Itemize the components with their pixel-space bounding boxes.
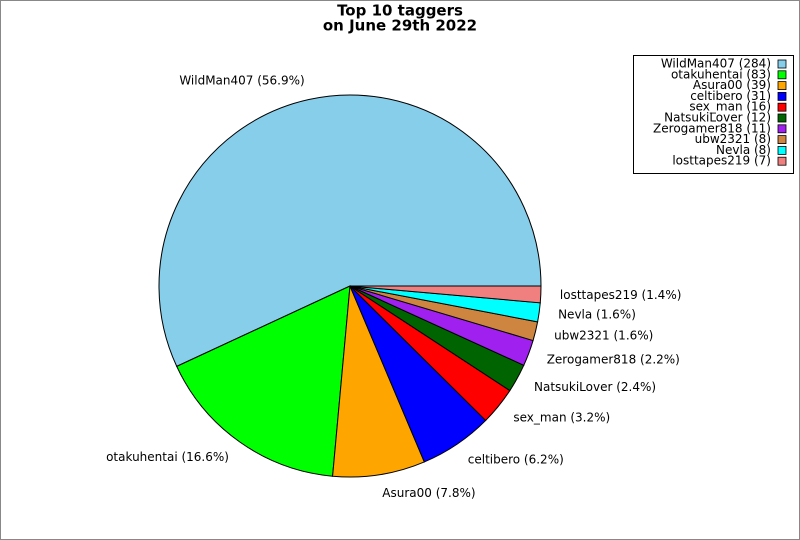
legend-label: losttapes219 (7) [672, 154, 771, 168]
legend-box [633, 55, 794, 174]
legend-swatch [777, 113, 787, 123]
pie-slice [349, 285, 542, 304]
slice-label: ubw2321 (1.6%) [554, 328, 653, 342]
chart-subtitle: on June 29th 2022 [323, 17, 477, 35]
slice-label: otakuhentai (16.6%) [106, 450, 229, 464]
slice-label: NatsukiLover (2.4%) [534, 380, 656, 394]
legend-label: sex_man (16) [689, 100, 771, 114]
slice-label: WildMan407 (56.9%) [179, 73, 304, 87]
pie-slice [176, 285, 351, 477]
legend-swatch [777, 81, 787, 90]
slice-label: celtibero (6.2%) [468, 452, 564, 466]
slice-label: Nevla (1.6%) [558, 308, 636, 322]
legend-label: Nevla (8) [716, 143, 771, 157]
legend-swatch [777, 156, 787, 166]
legend-swatch [777, 92, 787, 101]
legend-label: NatsukiLover (12) [664, 111, 771, 125]
legend-label: Zerogamer818 (11) [653, 121, 771, 135]
slice-label: Zerogamer818 (2.2%) [547, 352, 680, 366]
pie-slice [158, 94, 542, 368]
legend-swatch [777, 102, 787, 112]
legend-swatch [777, 59, 787, 69]
slice-label: losttapes219 (1.4%) [560, 288, 682, 302]
legend-swatch [777, 135, 787, 145]
legend-swatch [777, 145, 787, 155]
legend-label: WildMan407 (284) [661, 57, 771, 71]
legend-label: ubw2321 (8) [695, 132, 771, 146]
slice-label: sex_man (3.2%) [513, 411, 610, 425]
slice-label: Asura00 (7.8%) [382, 486, 475, 500]
legend-swatch [777, 124, 787, 134]
legend-swatch [777, 70, 787, 80]
legend-label: Asura00 (39) [693, 78, 771, 92]
legend-label: otakuhentai (83) [671, 67, 771, 81]
legend-label: celtibero (31) [690, 89, 771, 103]
chart-title: Top 10 taggers [337, 2, 463, 20]
pie-slice [332, 285, 425, 478]
